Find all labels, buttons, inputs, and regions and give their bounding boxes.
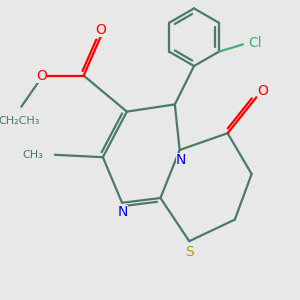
Text: O: O: [257, 84, 268, 98]
Text: Cl: Cl: [248, 37, 262, 50]
Text: CH₃: CH₃: [22, 150, 43, 160]
Text: O: O: [37, 69, 47, 82]
Text: N: N: [176, 153, 186, 166]
Text: CH₂CH₃: CH₂CH₃: [0, 116, 40, 126]
Text: N: N: [118, 206, 128, 219]
Text: O: O: [95, 23, 106, 37]
Text: S: S: [185, 245, 194, 259]
